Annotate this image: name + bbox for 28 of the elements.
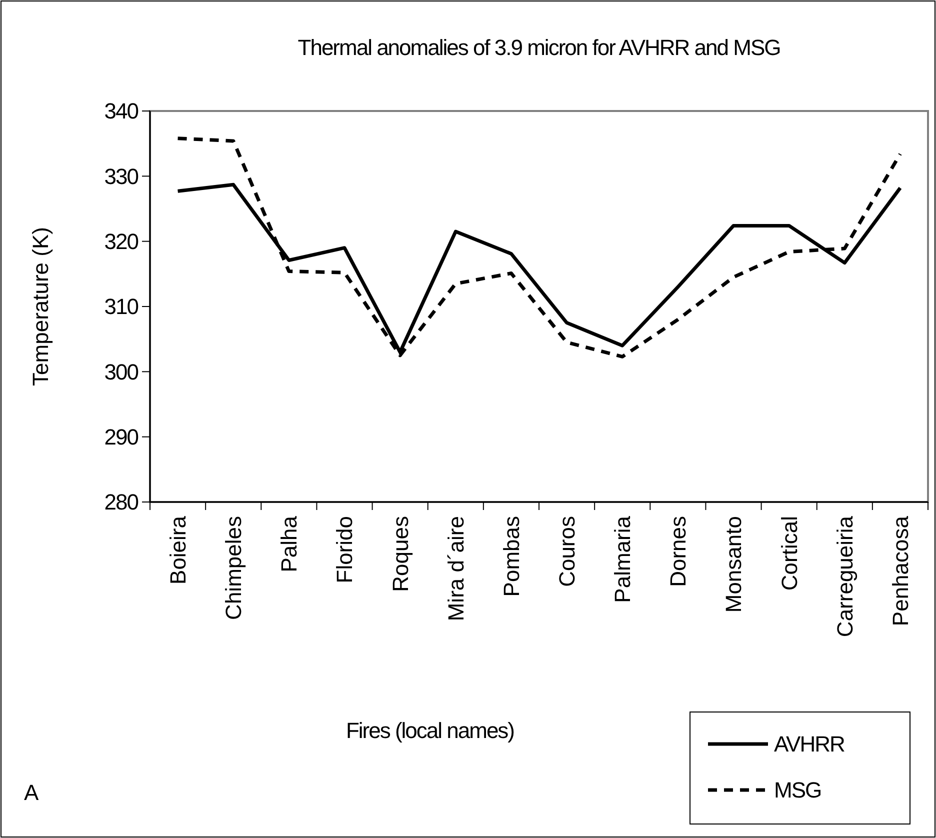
y-tick-label: 300 — [104, 359, 139, 384]
x-tick-label: Pombas — [498, 516, 524, 597]
y-tick-label: 330 — [104, 164, 139, 189]
text: A — [24, 780, 39, 805]
x-axis-title: Fires (local names) — [346, 718, 514, 743]
x-tick-label: Monsanto — [721, 516, 746, 613]
y-tick-label: 280 — [104, 490, 139, 515]
x-tick-label: Palmaria — [610, 515, 636, 603]
x-tick-label: Mira d´aire — [443, 516, 468, 622]
x-tick-label: Cortical — [776, 516, 802, 591]
x-tick-label: Boieira — [165, 515, 190, 584]
y-axis-title: Temperature (K) — [28, 227, 53, 386]
chart-title: Thermal anomalies of 3.9 micron for AVHRR and MSG — [298, 35, 780, 60]
x-tick-label: Couros — [554, 516, 580, 587]
x-tick-label: Palha — [276, 515, 302, 572]
y-tick-label: 340 — [104, 98, 139, 124]
legend-label: AVHRR — [774, 732, 844, 757]
y-tick-label: 320 — [104, 229, 139, 254]
x-tick-label: Penhacosa — [888, 515, 913, 626]
y-tick-label: 310 — [104, 294, 139, 320]
x-tick-label: Carregueiria — [832, 515, 858, 638]
x-tick-label: Florido — [332, 516, 358, 584]
x-tick-label: Roques — [388, 516, 413, 592]
legend-label: MSG — [774, 778, 822, 803]
y-tick-label: 290 — [104, 424, 139, 450]
line-series — [176, 136, 902, 358]
x-tick-label: Chimpeles — [221, 516, 246, 620]
x-tick-label: Dornes — [666, 516, 691, 587]
